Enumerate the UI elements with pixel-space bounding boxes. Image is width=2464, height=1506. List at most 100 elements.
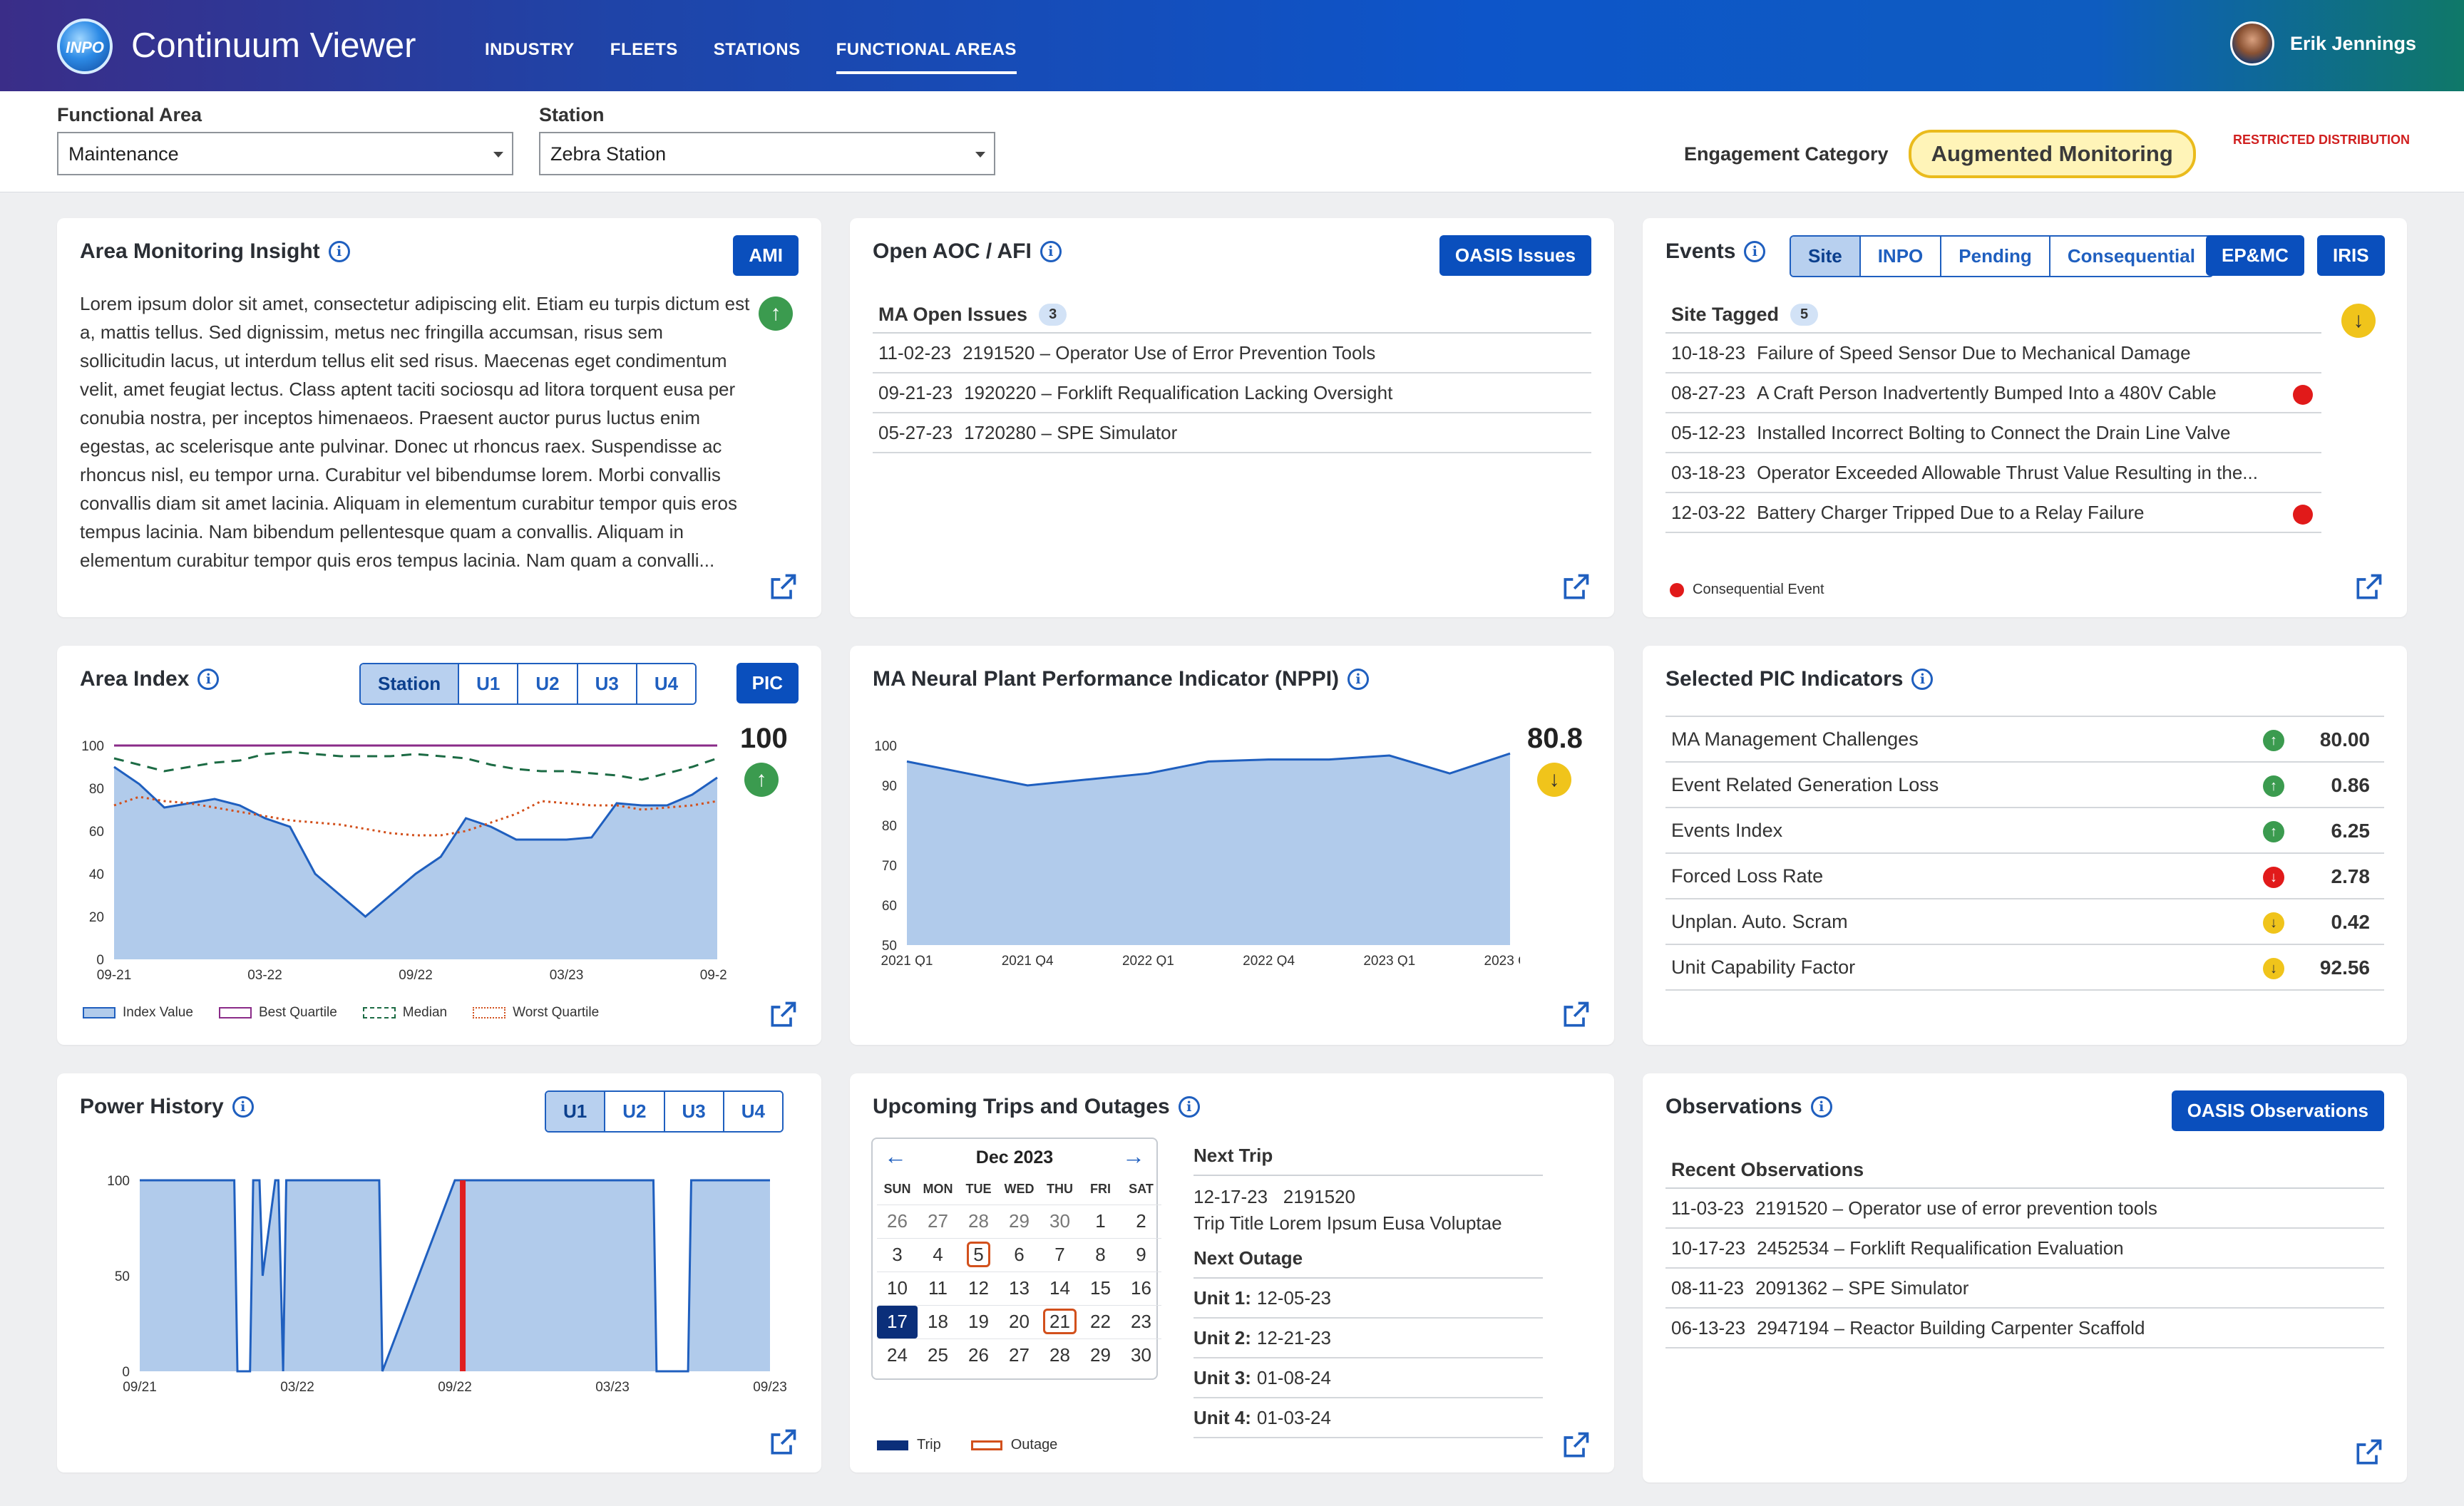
oasis-issues-button[interactable]: OASIS Issues (1439, 235, 1591, 276)
external-link-icon[interactable] (767, 572, 799, 603)
calendar-day[interactable]: 19 (958, 1305, 999, 1339)
calendar-day[interactable]: 29 (999, 1205, 1040, 1238)
arrow-right-icon[interactable]: → (1122, 1143, 1145, 1169)
functional-area-select[interactable]: Maintenance (57, 132, 513, 175)
calendar-day[interactable]: 26 (958, 1339, 999, 1372)
user-name[interactable]: Erik Jennings (2290, 32, 2417, 54)
pic-row[interactable]: Unit Capability Factor ↓ 92.56 (1665, 945, 2384, 991)
list-item[interactable]: 10-17-23 2452534 – Forklift Requalificati… (1665, 1229, 2384, 1269)
info-icon[interactable]: i (1040, 241, 1062, 262)
inpo-logo[interactable]: INPO (57, 19, 113, 74)
calendar-day[interactable]: 17 (877, 1305, 918, 1339)
info-icon[interactable]: i (328, 241, 350, 262)
external-link-icon[interactable] (767, 1427, 799, 1458)
calendar-day[interactable]: 9 (1121, 1238, 1161, 1272)
calendar-day[interactable]: 27 (999, 1339, 1040, 1372)
tab-consequential[interactable]: Consequential (2048, 237, 2212, 276)
calendar-day[interactable]: 14 (1040, 1272, 1080, 1305)
tab-pending[interactable]: Pending (1940, 237, 2049, 276)
list-item[interactable]: 12-03-22 Battery Charger Tripped Due to a… (1665, 493, 2321, 533)
pic-row[interactable]: Unplan. Auto. Scram ↓ 0.42 (1665, 899, 2384, 945)
calendar-day[interactable]: 15 (1080, 1272, 1121, 1305)
outage-row[interactable]: Unit 3: 01-08-24 (1194, 1358, 1543, 1398)
info-icon[interactable]: i (1744, 241, 1766, 262)
calendar-day[interactable]: 29 (1080, 1339, 1121, 1372)
user-menu[interactable]: Erik Jennings (2230, 21, 2416, 66)
calendar-day[interactable]: 10 (877, 1272, 918, 1305)
list-item[interactable]: 03-18-23 Operator Exceeded Allowable Thru… (1665, 453, 2321, 493)
list-item[interactable]: 11-02-23 2191520 – Operator Use of Error … (873, 334, 1591, 373)
calendar-day[interactable]: 27 (918, 1205, 958, 1238)
outage-row[interactable]: Unit 2: 12-21-23 (1194, 1319, 1543, 1358)
tab-u4[interactable]: U4 (722, 1092, 782, 1131)
tab-u2[interactable]: U2 (517, 664, 577, 703)
calendar-day[interactable]: 6 (999, 1238, 1040, 1272)
ami-button[interactable]: AMI (733, 235, 799, 276)
list-item[interactable]: 10-18-23 Failure of Speed Sensor Due to M… (1665, 334, 2321, 373)
calendar-day[interactable]: 22 (1080, 1305, 1121, 1339)
pic-button[interactable]: PIC (736, 663, 799, 703)
external-link-icon[interactable] (1560, 999, 1591, 1031)
pic-row[interactable]: MA Management Challenges ↑ 80.00 (1665, 717, 2384, 763)
pic-row[interactable]: Forced Loss Rate ↓ 2.78 (1665, 854, 2384, 899)
external-link-icon[interactable] (1560, 1430, 1591, 1461)
list-item[interactable]: 06-13-23 2947194 – Reactor Building Carpe… (1665, 1309, 2384, 1348)
outage-row[interactable]: Unit 1: 12-05-23 (1194, 1279, 1543, 1319)
calendar-day[interactable]: 30 (1040, 1205, 1080, 1238)
external-link-icon[interactable] (2353, 1437, 2384, 1468)
external-link-icon[interactable] (1560, 572, 1591, 603)
tab-u1[interactable]: U1 (458, 664, 518, 703)
info-icon[interactable]: i (197, 669, 220, 690)
calendar-day[interactable]: 12 (958, 1272, 999, 1305)
external-link-icon[interactable] (767, 999, 799, 1031)
nav-fleets[interactable]: FLEETS (610, 40, 678, 59)
list-item[interactable]: 05-12-23 Installed Incorrect Bolting to C… (1665, 413, 2321, 453)
list-item[interactable]: 09-21-23 1920220 – Forklift Requalificati… (873, 373, 1591, 413)
tab-u1[interactable]: U1 (546, 1092, 605, 1131)
tab-u3[interactable]: U3 (576, 664, 636, 703)
tab-u3[interactable]: U3 (663, 1092, 723, 1131)
nav-stations[interactable]: STATIONS (713, 40, 801, 59)
calendar-day[interactable]: 8 (1080, 1238, 1121, 1272)
list-item[interactable]: 08-11-23 2091362 – SPE Simulator (1665, 1269, 2384, 1309)
calendar-day[interactable]: 3 (877, 1238, 918, 1272)
list-item[interactable]: 11-03-23 2191520 – Operator use of error … (1665, 1189, 2384, 1229)
calendar-day[interactable]: 28 (1040, 1339, 1080, 1372)
pic-row[interactable]: Event Related Generation Loss ↑ 0.86 (1665, 763, 2384, 808)
info-icon[interactable]: i (1911, 669, 1934, 690)
pic-row[interactable]: Events Index ↑ 6.25 (1665, 808, 2384, 854)
nav-industry[interactable]: INDUSTRY (485, 40, 575, 59)
arrow-left-icon[interactable]: ← (884, 1143, 907, 1169)
calendar-day[interactable]: 26 (877, 1205, 918, 1238)
calendar-day[interactable]: 2 (1121, 1205, 1161, 1238)
tab-station[interactable]: Station (361, 664, 458, 703)
station-select[interactable]: Zebra Station (539, 132, 995, 175)
calendar-day[interactable]: 18 (918, 1305, 958, 1339)
calendar-day[interactable]: 13 (999, 1272, 1040, 1305)
calendar-day[interactable]: 5 (958, 1238, 999, 1272)
calendar-day[interactable]: 1 (1080, 1205, 1121, 1238)
calendar-day[interactable]: 23 (1121, 1305, 1161, 1339)
info-icon[interactable]: i (1178, 1096, 1200, 1118)
nav-functional-areas[interactable]: FUNCTIONAL AREAS (836, 40, 1017, 74)
calendar-day[interactable]: 11 (918, 1272, 958, 1305)
external-link-icon[interactable] (2353, 572, 2384, 603)
tab-inpo[interactable]: INPO (1859, 237, 1941, 276)
list-item[interactable]: 08-27-23 A Craft Person Inadvertently Bum… (1665, 373, 2321, 413)
avatar[interactable] (2230, 21, 2274, 66)
tab-site[interactable]: Site (1791, 237, 1859, 276)
iris-button[interactable]: IRIS (2317, 235, 2385, 276)
calendar-day[interactable]: 20 (999, 1305, 1040, 1339)
calendar-day[interactable]: 7 (1040, 1238, 1080, 1272)
calendar-day[interactable]: 16 (1121, 1272, 1161, 1305)
list-item[interactable]: 05-27-23 1720280 – SPE Simulator (873, 413, 1591, 453)
calendar-day[interactable]: 24 (877, 1339, 918, 1372)
info-icon[interactable]: i (1348, 669, 1370, 690)
outage-row[interactable]: Unit 4: 01-03-24 (1194, 1398, 1543, 1438)
calendar-day[interactable]: 28 (958, 1205, 999, 1238)
tab-u2[interactable]: U2 (604, 1092, 664, 1131)
calendar-day[interactable]: 21 (1040, 1305, 1080, 1339)
calendar-day[interactable]: 25 (918, 1339, 958, 1372)
tab-u4[interactable]: U4 (635, 664, 696, 703)
ep-mc-button[interactable]: EP&MC (2206, 235, 2304, 276)
